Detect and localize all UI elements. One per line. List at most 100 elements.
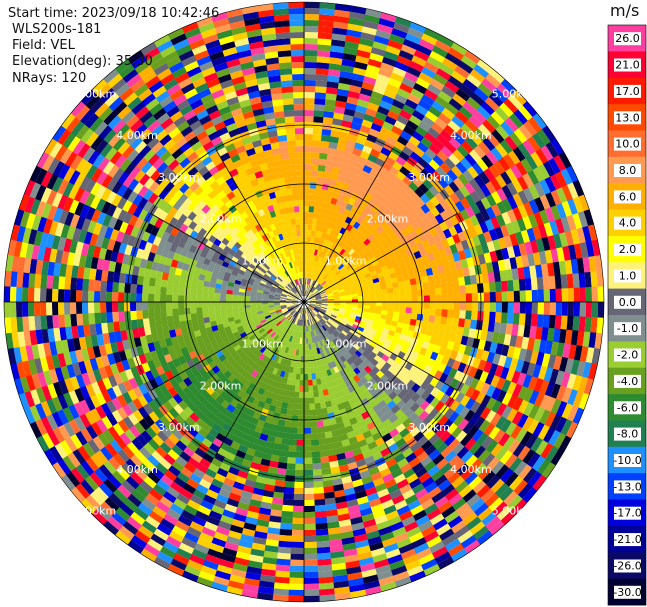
velocity-gate	[293, 343, 298, 350]
velocity-gate	[560, 315, 568, 331]
velocity-gate	[113, 218, 124, 231]
velocity-gate	[350, 337, 358, 344]
velocity-gate	[206, 548, 223, 559]
velocity-gate	[134, 529, 151, 544]
velocity-gate	[337, 193, 346, 202]
velocity-gate	[274, 319, 281, 325]
velocity-gate	[358, 557, 374, 567]
velocity-gate	[428, 407, 440, 419]
velocity-gate	[365, 530, 380, 540]
velocity-gate	[277, 546, 292, 554]
velocity-gate	[201, 333, 209, 341]
velocity-gate	[320, 326, 326, 333]
velocity-gate	[227, 580, 245, 590]
velocity-gate	[370, 47, 387, 57]
velocity-gate	[379, 531, 395, 542]
velocity-gate	[473, 502, 489, 517]
velocity-gate	[277, 394, 284, 402]
velocity-gate	[417, 157, 429, 169]
velocity-gate	[552, 328, 561, 343]
velocity-gate	[303, 517, 316, 525]
velocity-gate	[333, 112, 345, 121]
velocity-gate	[252, 398, 261, 407]
velocity-gate	[257, 344, 264, 351]
velocity-gate	[296, 306, 301, 313]
velocity-gate	[21, 301, 29, 317]
velocity-gate	[142, 475, 157, 489]
velocity-gate	[411, 302, 418, 309]
velocity-gate	[57, 423, 71, 440]
velocity-gate	[361, 351, 370, 359]
velocity-gate	[337, 263, 345, 270]
velocity-gate	[544, 381, 556, 398]
velocity-gate	[62, 181, 75, 198]
velocity-gate	[148, 277, 156, 287]
velocity-gate	[159, 518, 175, 531]
velocity-gate	[304, 7, 321, 15]
velocity-gate	[161, 271, 170, 281]
velocity-gate	[153, 556, 171, 570]
velocity-gate	[512, 397, 524, 412]
velocity-gate	[90, 381, 102, 395]
velocity-gate	[342, 444, 353, 453]
velocity-gate	[240, 317, 247, 323]
velocity-gate	[114, 506, 131, 522]
velocity-gate	[280, 294, 287, 298]
velocity-gate	[116, 340, 125, 352]
velocity-gate	[384, 548, 401, 559]
velocity-gate	[172, 428, 184, 441]
velocity-gate	[499, 139, 514, 155]
velocity-gate	[64, 377, 75, 393]
velocity-gate	[327, 305, 334, 309]
velocity-gate	[199, 268, 208, 276]
velocity-gate	[288, 571, 304, 579]
velocity-gate	[331, 167, 341, 175]
velocity-gate	[345, 304, 352, 308]
velocity-gate	[452, 149, 465, 162]
velocity-gate	[247, 343, 255, 351]
velocity-gate	[318, 334, 324, 341]
velocity-gate	[362, 328, 370, 335]
velocity-gate	[51, 191, 64, 208]
velocity-gate	[270, 353, 277, 361]
velocity-gate	[323, 111, 335, 119]
velocity-gate	[466, 257, 475, 268]
velocity-gate	[398, 286, 406, 293]
velocity-gate	[485, 151, 499, 165]
velocity-gate	[172, 287, 179, 296]
velocity-gate	[337, 82, 351, 91]
velocity-gate	[319, 311, 325, 316]
velocity-gate	[193, 266, 202, 274]
velocity-gate	[506, 381, 517, 396]
velocity-gate	[40, 400, 52, 417]
velocity-gate	[75, 430, 88, 446]
velocity-gate	[336, 174, 346, 183]
velocity-gate	[535, 264, 543, 279]
velocity-gate	[163, 469, 177, 482]
velocity-gate	[374, 79, 389, 90]
velocity-gate	[282, 498, 294, 506]
velocity-gate	[528, 404, 540, 420]
velocity-gate	[14, 377, 25, 395]
velocity-gate	[65, 325, 73, 340]
velocity-gate	[336, 282, 343, 288]
velocity-gate	[485, 194, 497, 208]
velocity-gate	[442, 365, 452, 376]
velocity-gate	[380, 314, 387, 320]
velocity-gate	[241, 419, 251, 429]
velocity-gate	[77, 265, 85, 279]
velocity-gate	[468, 413, 481, 426]
velocity-gate	[236, 469, 249, 479]
velocity-gate	[345, 294, 352, 298]
velocity-gate	[531, 289, 539, 303]
velocity-gate	[112, 488, 128, 503]
velocity-gate	[202, 559, 219, 571]
velocity-gate	[366, 334, 374, 342]
velocity-gate	[153, 206, 164, 218]
velocity-gate	[518, 278, 526, 292]
velocity-gate	[316, 62, 330, 70]
velocity-gate	[70, 313, 78, 327]
velocity-gate	[190, 289, 197, 297]
velocity-gate	[344, 145, 355, 154]
velocity-gate	[208, 510, 223, 521]
